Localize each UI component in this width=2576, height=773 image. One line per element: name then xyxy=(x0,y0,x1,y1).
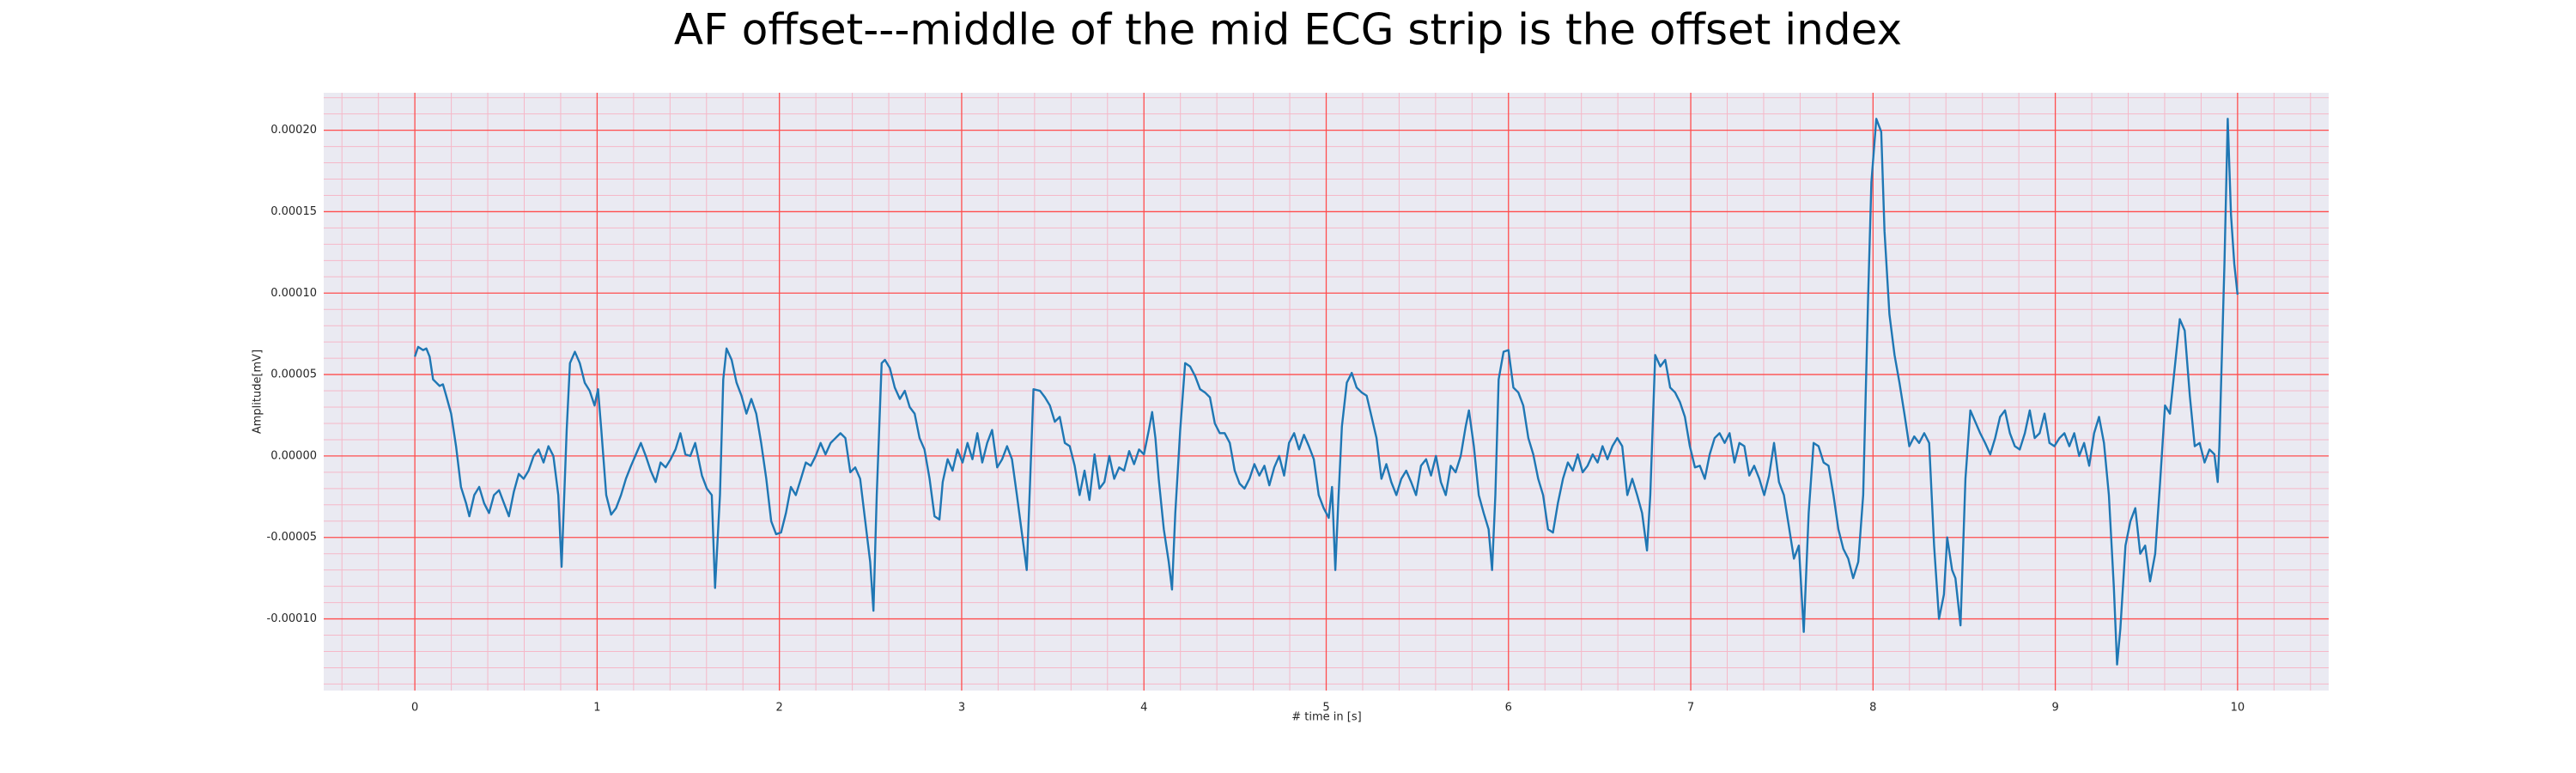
y-tick-label: 0.00020 xyxy=(270,124,317,137)
x-tick-label: 6 xyxy=(1505,702,1512,715)
plot-layer xyxy=(414,118,2239,666)
y-tick-label: -0.00010 xyxy=(267,612,317,625)
x-tick-label: 10 xyxy=(2231,702,2245,715)
x-tick-label: 5 xyxy=(1322,702,1329,715)
x-axis-label: # time in [s] xyxy=(1291,711,1361,724)
y-tick-label: 0.00015 xyxy=(270,205,317,218)
labels-layer: 0 1 2 3 4 5 6 7 8 9 10 -0.00010 -0.00005 0.00000 0.000… xyxy=(267,124,2245,714)
x-tick-label: 9 xyxy=(2051,702,2058,715)
x-tick-label: 1 xyxy=(593,702,600,715)
y-tick-label: 0.00000 xyxy=(270,449,317,462)
major-layer xyxy=(324,93,2329,691)
y-axis-label: Amplitude[mV] xyxy=(252,350,264,434)
x-tick-label: 0 xyxy=(411,702,418,715)
y-tick-label: 0.00010 xyxy=(270,287,317,300)
ecg-line xyxy=(414,118,2239,666)
chart-title: AF offset---middle of the mid ECG strip … xyxy=(674,5,1902,55)
y-tick-label: 0.00005 xyxy=(270,368,317,381)
y-tick-label: -0.00005 xyxy=(267,531,317,544)
x-tick-label: 4 xyxy=(1140,702,1147,715)
x-tick-label: 8 xyxy=(1869,702,1876,715)
x-tick-label: 2 xyxy=(776,702,783,715)
x-tick-label: 7 xyxy=(1687,702,1694,715)
x-tick-label: 3 xyxy=(958,702,965,715)
